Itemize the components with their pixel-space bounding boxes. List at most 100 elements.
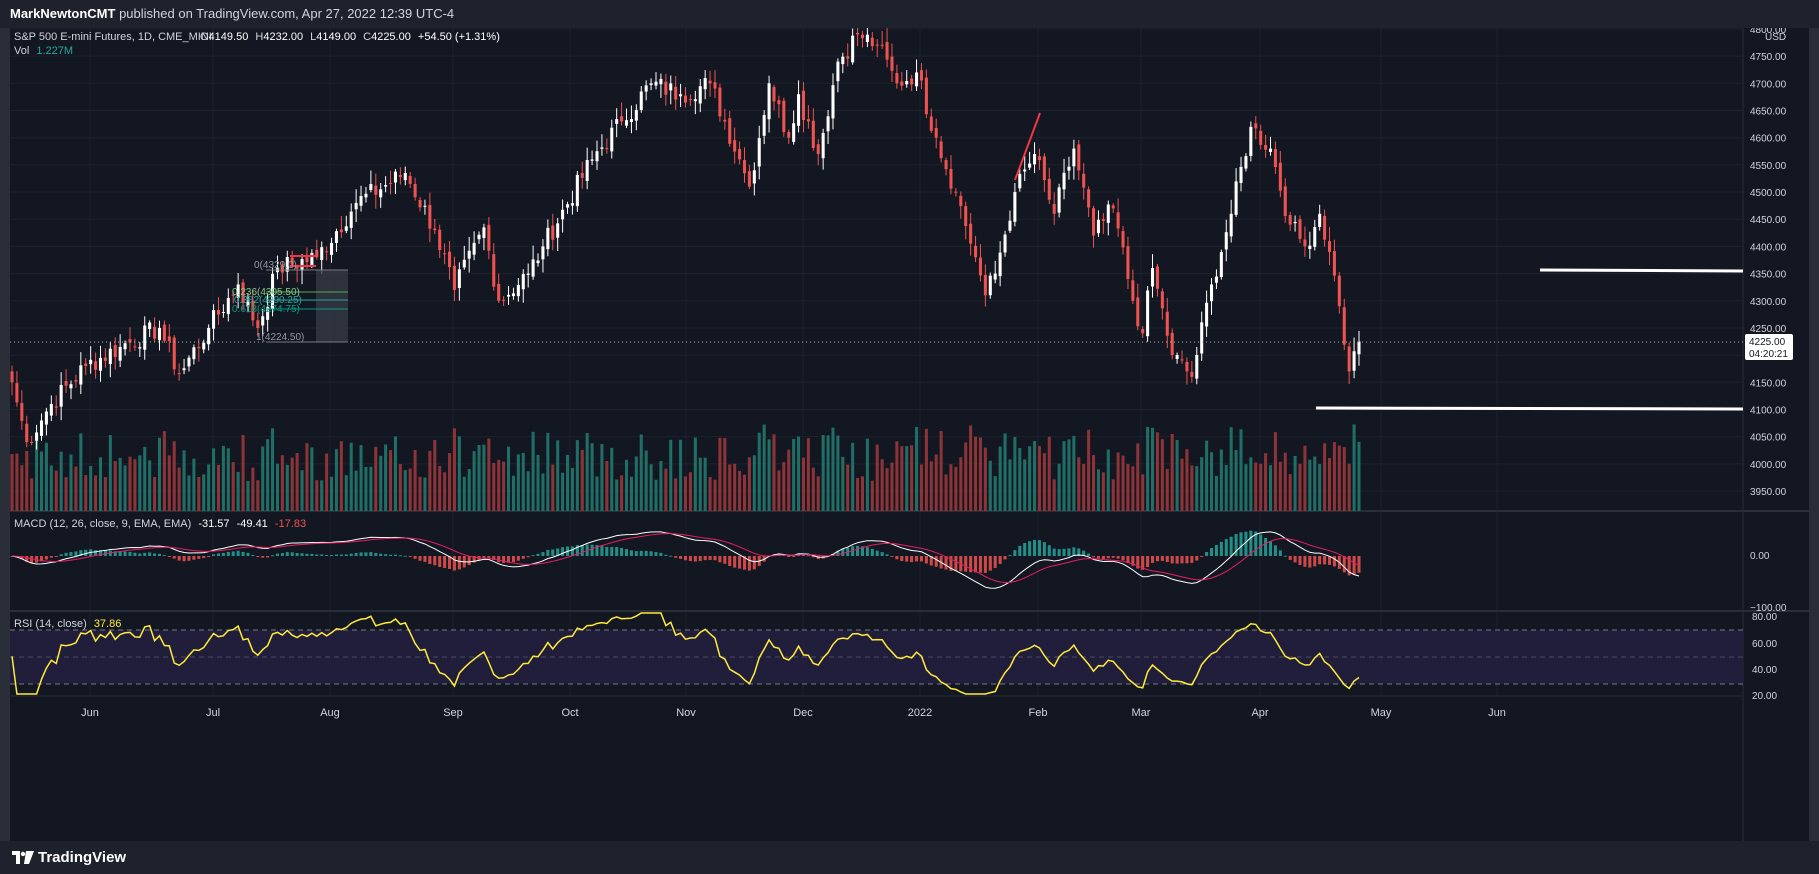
macd-hist-bar [295, 553, 299, 556]
volume-bar [870, 480, 874, 511]
macd-hist-bar [30, 556, 34, 563]
time-tick-label: Jul [206, 707, 220, 719]
candle-body [1268, 148, 1273, 152]
macd-hist-bar [875, 550, 879, 556]
macd-hist-bar [718, 556, 722, 563]
macd-hist-bar [738, 556, 742, 569]
macd-hist-bar [624, 549, 629, 556]
volume-bar [703, 457, 707, 511]
price-tick-label: 4500.00 [1750, 188, 1787, 199]
macd-hist-bar [1323, 556, 1327, 565]
macd-hist-bar [502, 556, 506, 563]
volume-bar [521, 452, 525, 511]
support-line-upper[interactable] [1539, 268, 1744, 273]
volume-bar [1254, 462, 1258, 511]
candle-body [1141, 329, 1145, 334]
candle-body [1170, 332, 1174, 356]
volume-bar [172, 441, 176, 511]
volume-bar [885, 468, 889, 511]
macd-hist-bar [1008, 555, 1012, 557]
macd-hist-bar [698, 556, 702, 561]
brand-name[interactable]: TradingView [38, 849, 127, 866]
chart-area[interactable]: 0(4329.0) 0.236(4305.50) 0.382(4290.25) … [10, 19, 1809, 841]
price-chart[interactable]: 0(4329.0) 0.236(4305.50) 0.382(4290.25) … [10, 19, 1809, 841]
support-line-lower[interactable] [1315, 406, 1744, 411]
macd-hist-bar [787, 556, 791, 557]
candle-body [221, 312, 225, 314]
macd-hist-bar [482, 556, 486, 558]
volume-bar [1126, 463, 1130, 511]
candle-body [197, 347, 201, 349]
candle-body [49, 404, 53, 416]
trend-drawing[interactable] [1014, 112, 1041, 181]
macd-hist-bar [1214, 545, 1218, 556]
volume-bar [1082, 464, 1086, 511]
volume-bar [74, 466, 78, 511]
macd-hist-bar [84, 549, 88, 556]
candle-body [757, 138, 761, 167]
macd-hist-bar [148, 552, 152, 556]
candle-body [133, 346, 137, 348]
candle-body [1077, 144, 1081, 171]
volume-bar [865, 438, 869, 511]
candle-body [561, 209, 565, 220]
macd-legend[interactable]: MACD (12, 26, close, 9, EMA, EMA) -31.57… [14, 518, 306, 530]
rsi-legend[interactable]: RSI (14, close) 37.86 [14, 618, 121, 630]
volume-bar [570, 467, 574, 511]
volume-bar [998, 446, 1002, 511]
main-legend[interactable]: S&P 500 E-mini Futures, 1D, CME_MINI O41… [14, 31, 500, 57]
volume-bar [777, 470, 781, 511]
volume-bar [934, 454, 938, 511]
author-name[interactable]: MarkNewtonCMT [10, 6, 116, 21]
candle-body [728, 118, 732, 144]
candle-body [403, 173, 407, 181]
volume-bar [856, 477, 860, 511]
volume-bar [600, 443, 604, 511]
candle-body [620, 116, 624, 122]
time-tick-label: Aug [320, 707, 340, 719]
candle-body [438, 229, 442, 251]
macd-hist-bar [610, 546, 614, 556]
price-tick-label: 4450.00 [1750, 215, 1787, 226]
macd-hist-bar [634, 551, 638, 556]
macd-hist-bar [162, 555, 166, 557]
volume-bar [103, 477, 107, 511]
macd-axis[interactable]: 0.00 −100.00 [1750, 551, 1787, 614]
macd-axis-neg100: −100.00 [1750, 603, 1787, 614]
macd-hist-bar [153, 553, 157, 556]
candle-body [226, 297, 230, 315]
grid [10, 28, 1743, 696]
rsi-axis[interactable]: 80.00 60.00 40.00 20.00 [1752, 612, 1777, 702]
candle-body [659, 78, 663, 85]
volume-bar [1190, 465, 1194, 511]
candle-body [1313, 227, 1317, 247]
candle-body [20, 403, 24, 421]
macd-hist-bar [620, 547, 624, 556]
volume-bar [718, 437, 722, 511]
volume-bar [1283, 452, 1287, 511]
price-axis[interactable]: 4800.00 4750.00 4700.00 4650.00 4600.00 4550.… [1750, 25, 1787, 498]
candle-body [860, 34, 865, 39]
macd-hist-bar [408, 556, 412, 557]
volume-bar [408, 468, 412, 511]
last-price-text: 4225.00 [1749, 337, 1786, 348]
time-tick-label: Feb [1029, 707, 1048, 719]
fib-retracement[interactable]: 0(4329.0) 0.236(4305.50) 0.382(4290.25) … [232, 255, 348, 343]
candle-body [202, 342, 206, 350]
volume-bar [511, 475, 515, 511]
time-axis[interactable]: Jun Jul Aug Sep Oct Nov Dec 2022 Feb Mar Apr May Jun [81, 707, 1506, 719]
macd-hist-bar [221, 552, 225, 556]
macd-hist-bar [472, 556, 476, 563]
volume-bar [1042, 453, 1046, 511]
macd-hist-bar [25, 556, 29, 562]
volume-bar [502, 461, 506, 511]
candle-body [580, 173, 584, 178]
candle-body [89, 359, 93, 365]
volume-bar [713, 479, 717, 511]
candle-body [792, 123, 796, 142]
macd-hist-bar [54, 556, 58, 557]
macd-hist-bar [964, 556, 968, 572]
volume-bar [772, 434, 776, 511]
macd-hist-bar [418, 556, 422, 561]
macd-hist-bar [1072, 547, 1076, 556]
